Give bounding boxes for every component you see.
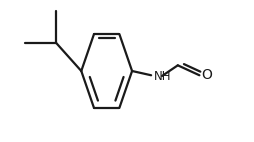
Text: NH: NH — [154, 70, 171, 83]
Text: O: O — [201, 68, 212, 82]
